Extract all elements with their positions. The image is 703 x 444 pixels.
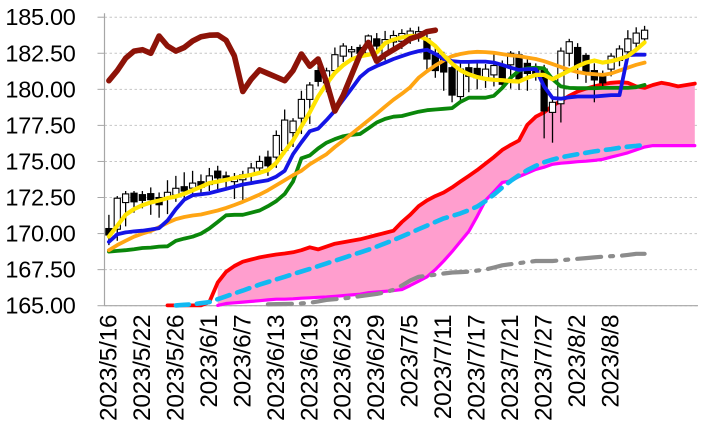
candle-up	[548, 101, 557, 113]
x-tick-label: 2023/8/8	[598, 315, 625, 408]
candle-up	[121, 193, 130, 204]
x-tick-label: 2023/7/17	[464, 315, 491, 421]
series-ma-slower-green	[107, 65, 647, 254]
candle-down	[180, 186, 188, 192]
candle-down	[138, 194, 147, 201]
series-cloud-lower-magenta	[216, 144, 697, 307]
y-tick-label: 182.50	[5, 40, 75, 66]
candle-up	[297, 98, 306, 119]
x-tick-label: 2023/6/1	[196, 315, 223, 408]
y-tick-label: 172.50	[5, 185, 75, 211]
x-tick-label: 2023/7/27	[531, 315, 558, 421]
candle-up	[565, 41, 573, 54]
y-tick-label: 185.00	[5, 4, 75, 30]
series-trend-dashed-cyan	[173, 142, 647, 308]
candle-up	[507, 52, 515, 66]
y-tick-label: 170.00	[5, 221, 75, 247]
x-tick-label: 2023/8/2	[564, 315, 591, 408]
series-ma-slow-orange	[107, 49, 647, 253]
overlay-series	[106, 27, 647, 254]
x-tick-label: 2023/6/29	[363, 315, 390, 421]
y-tick-label: 175.00	[5, 148, 75, 174]
series-trend-dashdot-gray	[265, 251, 647, 307]
x-tick-label: 2023/5/16	[95, 315, 122, 421]
candle-down	[264, 156, 272, 167]
y-tick-label: 180.00	[5, 76, 75, 102]
candle-down	[214, 170, 222, 179]
cloud-fill	[217, 82, 695, 306]
candle-up	[339, 45, 347, 57]
x-tick-label: 2023/7/21	[497, 315, 524, 421]
candle-up	[306, 84, 314, 100]
candle-down	[147, 193, 155, 201]
candle-up	[113, 197, 121, 230]
x-tick-label: 2023/6/23	[330, 315, 357, 421]
x-tick-label: 2023/6/19	[296, 315, 323, 421]
y-axis: 185.00 182.50 180.00 177.50 175.00 172.50 170.…	[5, 4, 698, 319]
x-tick-label: 2023/5/26	[162, 315, 189, 421]
candle-down	[130, 192, 138, 203]
x-axis: 2023/5/16 2023/5/22 2023/5/26 2023/6/1 2023/…	[95, 315, 624, 421]
y-tick-label: 165.00	[5, 293, 75, 319]
candle-up	[272, 134, 280, 158]
series-lagging-close-line	[106, 27, 439, 114]
candle-up	[490, 64, 498, 76]
x-tick-label: 2023/5/22	[129, 315, 156, 421]
x-tick-label: 2023/6/13	[263, 315, 290, 421]
x-tick-label: 2023/7/11	[430, 315, 457, 419]
candle-up	[289, 120, 297, 134]
candle-up	[632, 32, 640, 44]
candle-down	[314, 70, 322, 82]
candle-down	[373, 38, 381, 47]
lower-series	[165, 80, 697, 308]
candle-down	[448, 67, 456, 96]
candle-up	[255, 160, 264, 169]
x-tick-label: 2023/6/7	[229, 315, 256, 408]
y-tick-label: 177.50	[5, 112, 75, 138]
series-cloud-upper-red	[165, 80, 697, 308]
series-ma-fast-yellow	[106, 33, 647, 239]
candle-up	[640, 29, 649, 40]
x-tick-label: 2023/7/5	[397, 315, 424, 408]
series-ma-mid-blue	[107, 47, 647, 244]
candle-up	[624, 38, 632, 53]
candle-up	[347, 49, 356, 53]
y-tick-label: 167.50	[5, 257, 75, 283]
